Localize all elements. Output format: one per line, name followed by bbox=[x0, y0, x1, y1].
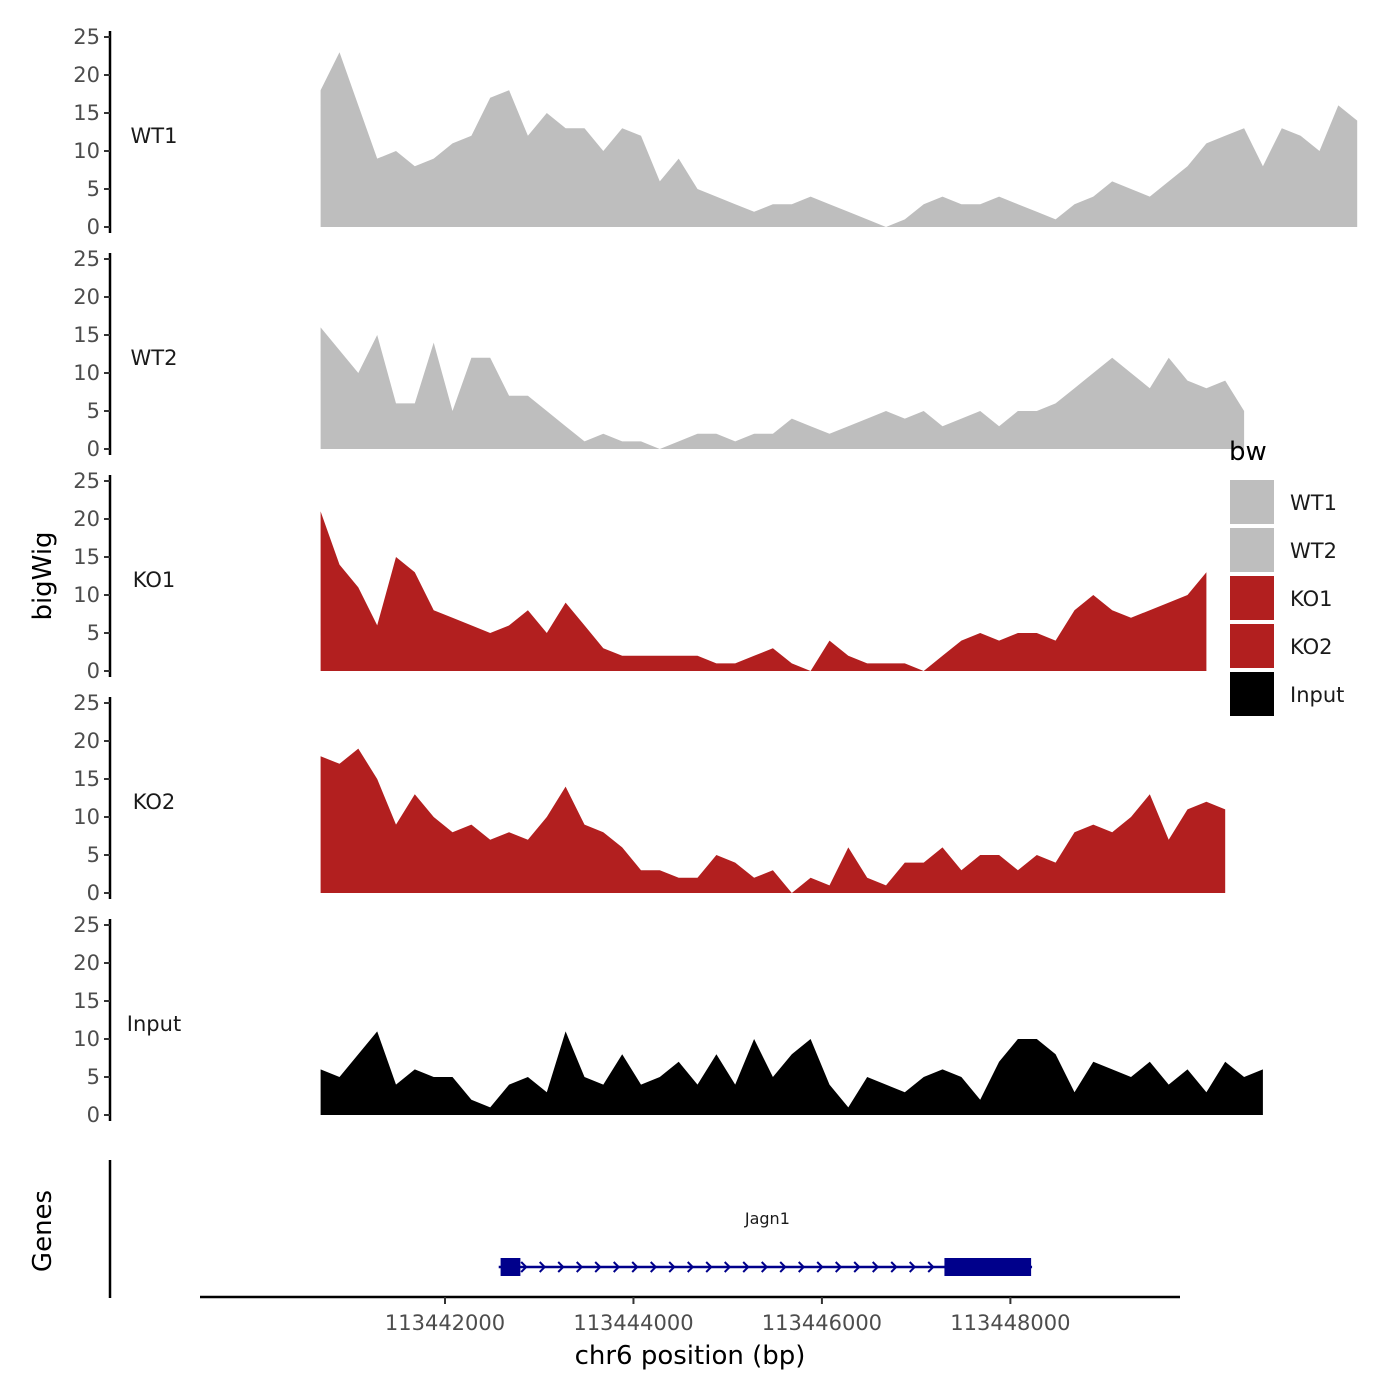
legend: bw WT1 WT2 KO1 KO2 Input bbox=[1229, 437, 1344, 716]
legend-key-ko1 bbox=[1230, 576, 1274, 620]
y-tick-label: 20 bbox=[73, 63, 100, 87]
gene-panel: Jagn1 bbox=[108, 1160, 1033, 1298]
strand-arrow bbox=[686, 1261, 695, 1273]
strand-arrow bbox=[705, 1261, 713, 1273]
track-label-ko2: KO2 bbox=[133, 790, 176, 814]
coverage-area-wt2 bbox=[320, 327, 1245, 449]
y-tick-label: 20 bbox=[73, 507, 100, 531]
legend-key-wt2 bbox=[1230, 528, 1274, 572]
y-tick-label: 10 bbox=[73, 139, 100, 163]
y-tick-label: 20 bbox=[73, 285, 100, 309]
y-tick-label: 15 bbox=[73, 101, 100, 125]
y-tick-label: 5 bbox=[87, 843, 100, 867]
y-tick-label: 5 bbox=[87, 1065, 100, 1089]
strand-arrow bbox=[853, 1261, 861, 1273]
gene-label: Jagn1 bbox=[744, 1209, 790, 1228]
strand-arrow bbox=[779, 1261, 787, 1273]
legend-label-wt1: WT1 bbox=[1290, 491, 1337, 515]
strand-arrow bbox=[538, 1261, 547, 1273]
x-tick-label: 113444000 bbox=[573, 1311, 693, 1335]
track-ko1: 0 5 10 15 20 25 KO1 bbox=[73, 469, 1207, 683]
track-wt2: 0 5 10 15 20 25 WT2 bbox=[73, 247, 1245, 461]
strand-arrow bbox=[927, 1261, 935, 1273]
coverage-area-input bbox=[320, 1031, 1263, 1115]
coverage-tracks: 0510152025WT10510152025WT20510152025KO10… bbox=[73, 25, 1358, 1127]
y-tick-label: 25 bbox=[73, 469, 100, 493]
strand-arrow bbox=[520, 1261, 528, 1273]
gene-exon bbox=[944, 1258, 1032, 1276]
track-label-wt1: WT1 bbox=[131, 124, 178, 148]
coverage-area-ko1 bbox=[320, 511, 1207, 671]
track-label-input: Input bbox=[127, 1012, 181, 1036]
track-input: 0 5 10 15 20 25 Input bbox=[73, 913, 1263, 1127]
track-wt1: 0 5 10 15 20 25 WT1 bbox=[73, 25, 1358, 239]
y-tick-label: 0 bbox=[87, 1103, 100, 1127]
strand-arrow bbox=[631, 1261, 639, 1273]
y-tick-label: 25 bbox=[73, 247, 100, 271]
legend-key-wt1 bbox=[1230, 480, 1274, 524]
legend-title: bw bbox=[1229, 437, 1267, 467]
y-tick-label: 20 bbox=[73, 951, 100, 975]
legend-label-input: Input bbox=[1290, 683, 1344, 707]
x-axis: 113442000 113444000 113446000 113448000 bbox=[200, 1295, 1180, 1335]
y-tick-label: 15 bbox=[73, 545, 100, 569]
y-axis-title: bigWig bbox=[28, 531, 58, 620]
track-label-wt2: WT2 bbox=[131, 346, 178, 370]
legend-key-input bbox=[1230, 672, 1274, 716]
y-tick-label: 20 bbox=[73, 729, 100, 753]
strand-arrow bbox=[668, 1261, 676, 1273]
y-tick-label: 10 bbox=[73, 583, 100, 607]
strand-arrow bbox=[557, 1261, 565, 1273]
y-tick-label: 25 bbox=[73, 691, 100, 715]
strand-arrow bbox=[594, 1261, 602, 1273]
y-tick-label: 10 bbox=[73, 805, 100, 829]
strand-arrow bbox=[612, 1261, 621, 1273]
strand-arrow bbox=[908, 1261, 917, 1273]
strand-arrow bbox=[649, 1261, 658, 1273]
strand-arrow bbox=[575, 1261, 584, 1273]
x-tick-label: 113446000 bbox=[762, 1311, 882, 1335]
x-tick-label: 113442000 bbox=[385, 1311, 505, 1335]
strand-arrow bbox=[890, 1261, 898, 1273]
track-label-ko1: KO1 bbox=[133, 568, 176, 592]
genes-axis-title: Genes bbox=[28, 1190, 58, 1272]
x-tick-label: 113448000 bbox=[950, 1311, 1070, 1335]
legend-label-ko2: KO2 bbox=[1290, 635, 1333, 659]
y-tick-label: 0 bbox=[87, 659, 100, 683]
y-tick-label: 15 bbox=[73, 989, 100, 1013]
y-tick-label: 10 bbox=[73, 361, 100, 385]
y-tick-label: 25 bbox=[73, 913, 100, 937]
y-tick-label: 0 bbox=[87, 215, 100, 239]
y-tick-label: 0 bbox=[87, 437, 100, 461]
coverage-area-ko2 bbox=[320, 748, 1226, 893]
strand-arrow bbox=[723, 1261, 732, 1273]
strand-arrow bbox=[871, 1261, 880, 1273]
x-axis-title: chr6 position (bp) bbox=[575, 1341, 806, 1371]
y-tick-label: 10 bbox=[73, 1027, 100, 1051]
strand-arrow bbox=[816, 1261, 824, 1273]
legend-label-ko1: KO1 bbox=[1290, 587, 1333, 611]
strand-arrow bbox=[834, 1261, 843, 1273]
strand-arrow bbox=[797, 1261, 806, 1273]
strand-arrow bbox=[760, 1261, 769, 1273]
gene-exon bbox=[500, 1258, 521, 1276]
y-tick-label: 5 bbox=[87, 399, 100, 423]
legend-key-ko2 bbox=[1230, 624, 1274, 668]
track-ko2: 0 5 10 15 20 25 KO2 bbox=[73, 691, 1226, 905]
coverage-area-wt1 bbox=[320, 52, 1358, 228]
y-tick-label: 5 bbox=[87, 621, 100, 645]
y-tick-label: 15 bbox=[73, 767, 100, 791]
y-tick-label: 5 bbox=[87, 177, 100, 201]
strand-arrow bbox=[742, 1261, 750, 1273]
y-tick-label: 15 bbox=[73, 323, 100, 347]
y-tick-label: 25 bbox=[73, 25, 100, 49]
legend-label-wt2: WT2 bbox=[1290, 539, 1337, 563]
y-tick-label: 0 bbox=[87, 881, 100, 905]
